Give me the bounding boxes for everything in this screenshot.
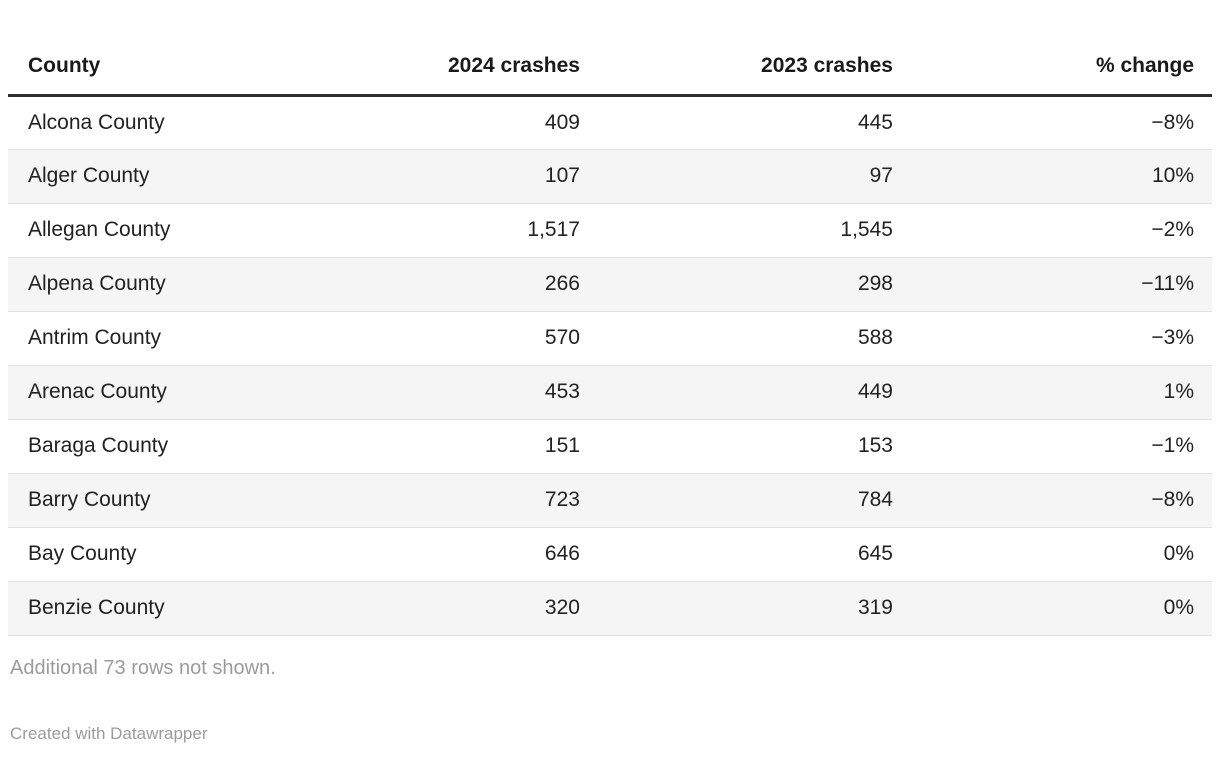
cell-pct-change: −8%: [910, 473, 1212, 528]
table-row: Baraga County 151 153 −1%: [8, 419, 1212, 474]
table-header: County 2024 crashes 2023 crashes % chang…: [8, 38, 1212, 97]
cell-pct-change: −8%: [910, 95, 1212, 150]
cell-pct-change: −11%: [910, 257, 1212, 312]
cell-county: Alcona County: [8, 95, 309, 150]
cell-county: Allegan County: [8, 203, 309, 258]
cell-2023-crashes: 1,545: [597, 203, 911, 258]
cell-pct-change: 0%: [910, 527, 1212, 582]
cell-2023-crashes: 298: [597, 257, 911, 312]
cell-county: Benzie County: [8, 581, 309, 636]
cell-county: Barry County: [8, 473, 309, 528]
cell-2023-crashes: 319: [597, 581, 911, 636]
crash-data-table: County 2024 crashes 2023 crashes % chang…: [8, 38, 1212, 636]
cell-county: Alpena County: [8, 257, 309, 312]
cell-pct-change: −2%: [910, 203, 1212, 258]
table-row: Bay County 646 645 0%: [8, 527, 1212, 582]
table-row: Arenac County 453 449 1%: [8, 365, 1212, 420]
cell-2023-crashes: 449: [597, 365, 911, 420]
datawrapper-attribution: Created with Datawrapper: [10, 723, 208, 743]
rows-not-shown-note: Additional 73 rows not shown.: [10, 656, 276, 679]
cell-2024-crashes: 646: [309, 527, 598, 582]
cell-2024-crashes: 570: [309, 311, 598, 366]
cell-pct-change: 0%: [910, 581, 1212, 636]
cell-county: Bay County: [8, 527, 309, 582]
column-header-county: County: [8, 38, 309, 97]
column-header-2024-crashes: 2024 crashes: [309, 38, 598, 97]
cell-2023-crashes: 784: [597, 473, 911, 528]
cell-pct-change: 10%: [910, 149, 1212, 204]
cell-2024-crashes: 107: [309, 149, 598, 204]
cell-2024-crashes: 723: [309, 473, 598, 528]
table-row: Alpena County 266 298 −11%: [8, 257, 1212, 312]
table-body: Alcona County 409 445 −8% Alger County 1…: [8, 95, 1212, 636]
cell-county: Arenac County: [8, 365, 309, 420]
table-row: Barry County 723 784 −8%: [8, 473, 1212, 528]
cell-county: Baraga County: [8, 419, 309, 474]
cell-2023-crashes: 588: [597, 311, 911, 366]
header-row: County 2024 crashes 2023 crashes % chang…: [8, 38, 1212, 97]
cell-2024-crashes: 320: [309, 581, 598, 636]
table-row: Antrim County 570 588 −3%: [8, 311, 1212, 366]
cell-2024-crashes: 266: [309, 257, 598, 312]
cell-2024-crashes: 151: [309, 419, 598, 474]
cell-county: Antrim County: [8, 311, 309, 366]
column-header-2023-crashes: 2023 crashes: [597, 38, 911, 97]
cell-2024-crashes: 453: [309, 365, 598, 420]
table-row: Alger County 107 97 10%: [8, 149, 1212, 204]
cell-2023-crashes: 445: [597, 95, 911, 150]
cell-pct-change: 1%: [910, 365, 1212, 420]
cell-2024-crashes: 1,517: [309, 203, 598, 258]
cell-pct-change: −3%: [910, 311, 1212, 366]
cell-2024-crashes: 409: [309, 95, 598, 150]
cell-2023-crashes: 645: [597, 527, 911, 582]
table-row: Benzie County 320 319 0%: [8, 581, 1212, 636]
table-row: Allegan County 1,517 1,545 −2%: [8, 203, 1212, 258]
cell-2023-crashes: 153: [597, 419, 911, 474]
column-header-pct-change: % change: [910, 38, 1212, 97]
cell-pct-change: −1%: [910, 419, 1212, 474]
cell-2023-crashes: 97: [597, 149, 911, 204]
cell-county: Alger County: [8, 149, 309, 204]
table-row: Alcona County 409 445 −8%: [8, 95, 1212, 150]
